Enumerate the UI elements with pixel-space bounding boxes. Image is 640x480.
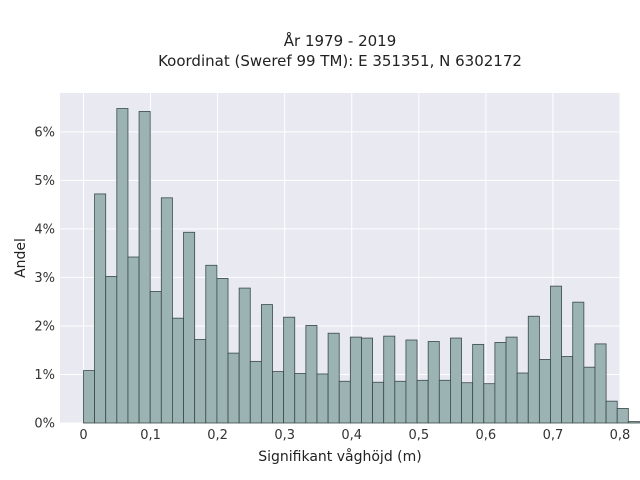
histogram-bar (338, 380, 351, 424)
histogram-bar (327, 332, 340, 424)
x-tick-label: 0,3 (274, 428, 295, 443)
histogram-bar (461, 382, 474, 424)
x-axis-label: Signifikant våghöjd (m) (258, 448, 421, 465)
histogram-bar (372, 381, 385, 424)
histogram-bar (394, 380, 407, 424)
histogram-bar (316, 373, 329, 424)
x-axis-ticks: 0 0,1 0,2 0,3 0,4 0,5 0,6 0,7 0,8 (79, 428, 630, 443)
histogram-bar (494, 342, 507, 424)
x-tick-label: 0,6 (476, 428, 497, 443)
histogram-bar (550, 285, 563, 424)
x-tick-label: 0,7 (543, 428, 564, 443)
histogram-bar (249, 360, 262, 424)
y-tick-label: 0% (34, 417, 55, 432)
histogram-bar (416, 379, 429, 424)
x-tick-label: 0,2 (207, 428, 228, 443)
histogram-bar (583, 366, 596, 424)
histogram-bar (283, 316, 296, 424)
histogram-bar (538, 359, 551, 424)
x-tick-label: 0,4 (341, 428, 362, 443)
histogram-bar (294, 373, 307, 424)
x-tick-label: 0,5 (408, 428, 429, 443)
y-axis-label: Andel (13, 238, 29, 278)
y-tick-label: 2% (34, 319, 55, 334)
histogram-bar (172, 317, 184, 424)
y-tick-label: 5% (34, 174, 55, 189)
histogram-bar (361, 337, 373, 424)
histogram-bar (205, 264, 218, 424)
histogram-bar (349, 336, 362, 424)
histogram-bar (260, 304, 273, 424)
histogram-bar (427, 341, 440, 424)
histogram-bar (138, 111, 151, 424)
histogram-bar (438, 379, 451, 424)
y-axis-ticks: 0% 1% 2% 3% 4% 5% 6% (34, 125, 55, 431)
histogram-bar (627, 421, 640, 424)
y-tick-label: 4% (34, 222, 55, 237)
bars (83, 108, 640, 424)
histogram-bar (83, 370, 95, 424)
chart-title: År 1979 - 2019 (284, 31, 397, 50)
histogram-bar (94, 193, 107, 424)
histogram-bar (227, 352, 240, 424)
histogram-bar (472, 343, 485, 424)
histogram-bar (105, 276, 118, 424)
histogram-bar (305, 325, 318, 424)
y-tick-label: 1% (34, 368, 55, 383)
y-tick-label: 6% (34, 125, 55, 140)
histogram-bar (505, 336, 518, 424)
histogram-bar (561, 356, 574, 424)
histogram-bar (616, 408, 629, 424)
histogram-bar (572, 301, 585, 424)
histogram-bar (527, 315, 540, 424)
histogram-bar (594, 343, 607, 424)
x-tick-label: 0 (79, 428, 87, 443)
histogram-bar (516, 372, 529, 424)
x-tick-label: 0,1 (140, 428, 161, 443)
histogram-bar (272, 371, 285, 424)
histogram-bar (116, 108, 129, 424)
histogram-bar (605, 400, 618, 424)
histogram-bar (127, 256, 140, 424)
histogram-bar (160, 197, 173, 424)
histogram-bar (483, 383, 496, 424)
chart-subtitle: Koordinat (Sweref 99 TM): E 351351, N 63… (158, 52, 522, 70)
y-tick-label: 3% (34, 271, 55, 286)
histogram-bar (383, 335, 396, 424)
histogram-bar (450, 337, 462, 424)
histogram-bar (238, 287, 251, 424)
x-tick-label: 0,8 (610, 428, 631, 443)
histogram-bar (183, 231, 196, 424)
histogram-bar (149, 291, 162, 424)
histogram-bar (194, 339, 207, 424)
histogram-bar (405, 339, 418, 424)
histogram-bar (216, 277, 229, 424)
